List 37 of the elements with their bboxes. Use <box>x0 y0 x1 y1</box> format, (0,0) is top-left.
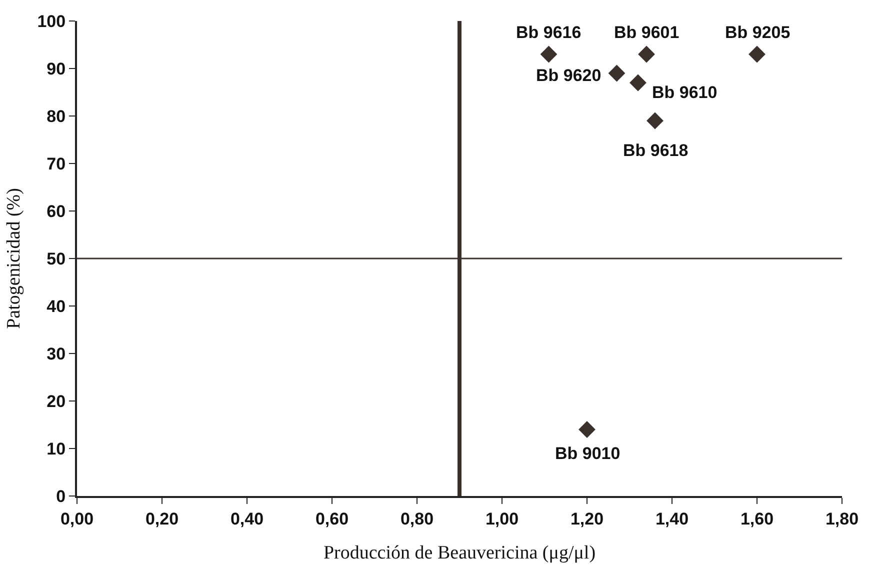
y-tick-label: 70 <box>46 154 66 174</box>
x-tick-label: 1,40 <box>655 509 689 528</box>
x-tick-label: 1,60 <box>740 509 774 528</box>
y-tick-label: 50 <box>46 249 66 268</box>
y-tick-label: 100 <box>37 12 66 31</box>
y-tick-label: 60 <box>46 202 66 221</box>
annotation: Bb 9620 <box>536 66 602 85</box>
point <box>630 74 646 92</box>
annotation: Bb 9601 <box>614 23 680 42</box>
y-tick-label: 90 <box>46 59 66 78</box>
x-tick-label: 1,00 <box>485 509 519 528</box>
x-tick-label: 0,00 <box>60 509 94 528</box>
point <box>608 64 626 82</box>
x-axis-title: Producción de Beauvericina (μg/μl) <box>323 542 596 564</box>
annotation: Bb 9610 <box>652 83 718 102</box>
annotation: Bb 9205 <box>725 23 790 42</box>
point <box>748 46 766 63</box>
y-tick-label: 10 <box>46 439 66 458</box>
y-tick-label: 80 <box>46 106 66 126</box>
annotation: Bb 9616 <box>516 23 582 42</box>
point <box>646 112 664 130</box>
x-tick-label: 0,20 <box>145 509 179 528</box>
x-tick-label: 1,20 <box>570 509 604 528</box>
x-tick-label: 0,40 <box>230 509 264 528</box>
x-tick-label: 1,80 <box>825 509 859 528</box>
point <box>578 421 596 438</box>
point <box>638 46 655 63</box>
annotation: Bb 9010 <box>555 444 620 463</box>
y-tick-label: 20 <box>46 392 66 411</box>
y-tick-label: 0 <box>56 486 66 506</box>
x-tick-label: 0,80 <box>400 509 434 528</box>
y-tick-label: 40 <box>46 296 66 316</box>
annotation: Bb 9618 <box>623 141 688 160</box>
point <box>540 46 558 63</box>
x-tick-label: 0,60 <box>315 509 349 528</box>
y-axis-title: Patogenicidad (%) <box>4 188 25 329</box>
y-tick-label: 30 <box>46 344 66 364</box>
